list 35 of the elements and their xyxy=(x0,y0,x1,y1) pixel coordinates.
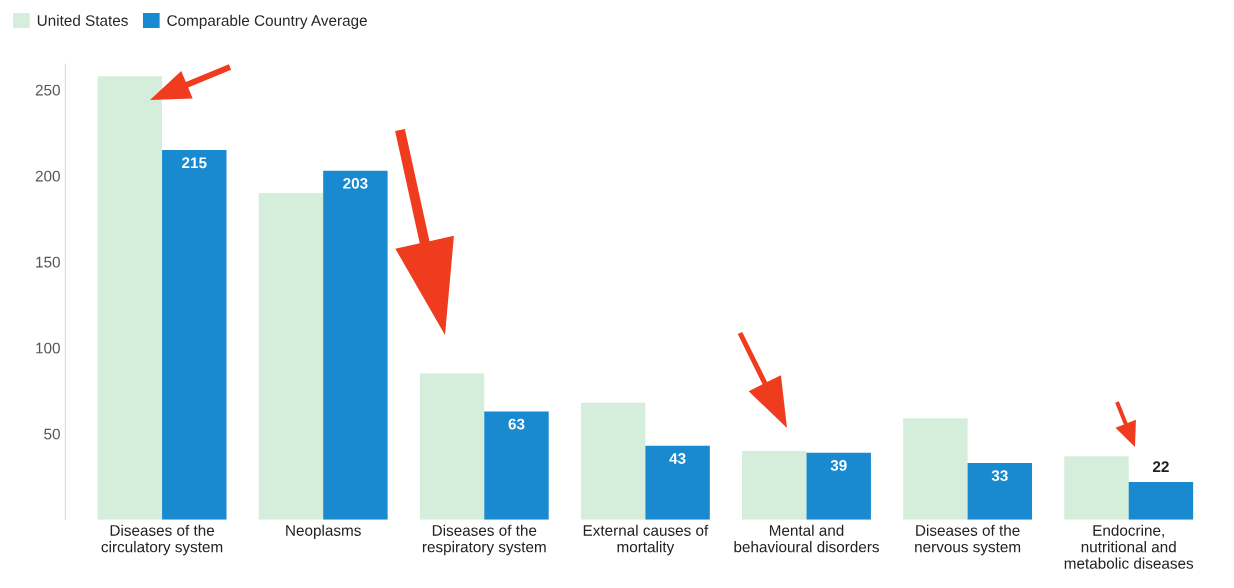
data-label: 203 xyxy=(343,177,368,189)
data-label: 215 xyxy=(182,157,207,169)
y-tick-label: 100 xyxy=(36,342,60,354)
bar xyxy=(806,452,871,520)
y-tick-label: 200 xyxy=(35,170,60,182)
bar xyxy=(419,373,485,520)
legend-label: Comparable Country Average xyxy=(167,14,367,29)
bar xyxy=(97,76,163,520)
y-tick-label: 250 xyxy=(35,84,60,96)
x-tick-label: Endocrine, nutritional and metabolic diseases xyxy=(1064,524,1194,569)
x-tick-label: Mental and behavioural disorders xyxy=(734,524,879,553)
y-tick-label: 150 xyxy=(36,256,60,268)
bar xyxy=(1064,456,1129,520)
bar xyxy=(580,402,646,520)
bar xyxy=(967,463,1033,520)
bar xyxy=(162,150,227,520)
data-label: 63 xyxy=(508,418,525,430)
bar xyxy=(1128,481,1194,520)
data-label: 22 xyxy=(1152,461,1169,472)
bar xyxy=(742,451,807,520)
bar xyxy=(484,411,549,520)
bar xyxy=(323,170,388,520)
x-tick-label: Diseases of the respiratory system xyxy=(422,524,546,556)
data-label: 43 xyxy=(669,453,686,464)
bar xyxy=(903,418,968,520)
data-label: 33 xyxy=(991,470,1008,482)
bar xyxy=(645,445,710,520)
x-tick-label: External causes of mortality xyxy=(583,524,709,556)
bar xyxy=(258,193,324,520)
legend-label: United States xyxy=(37,14,128,26)
data-label: 39 xyxy=(830,459,847,471)
y-tick-label: 50 xyxy=(44,428,60,440)
x-tick-label: Diseases of the nervous system xyxy=(915,524,1021,556)
x-tick-label: Neoplasms xyxy=(286,524,361,539)
x-tick-label: Diseases of the circulatory system xyxy=(101,524,223,556)
